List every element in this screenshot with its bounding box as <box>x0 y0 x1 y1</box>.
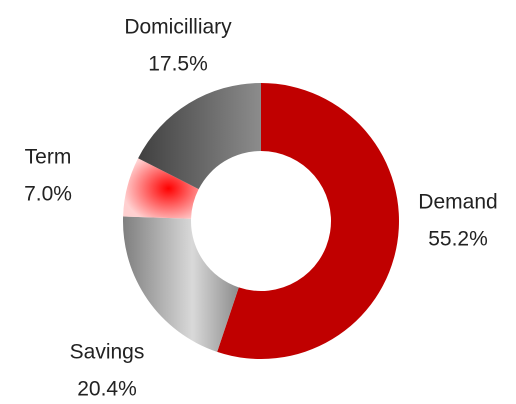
donut-slice <box>123 158 199 219</box>
slice-label: Domicilliary <box>124 16 232 39</box>
slice-label: Demand <box>418 191 497 214</box>
donut-slice <box>122 216 239 352</box>
slice-label: Term <box>25 146 72 169</box>
slice-label: Savings <box>70 341 145 364</box>
slice-value-label: 7.0% <box>24 183 72 206</box>
slice-value-label: 20.4% <box>77 378 137 401</box>
donut-slice <box>138 83 261 190</box>
donut-slice <box>217 83 399 359</box>
slice-value-label: 55.2% <box>428 228 488 251</box>
slice-value-label: 17.5% <box>148 53 208 76</box>
